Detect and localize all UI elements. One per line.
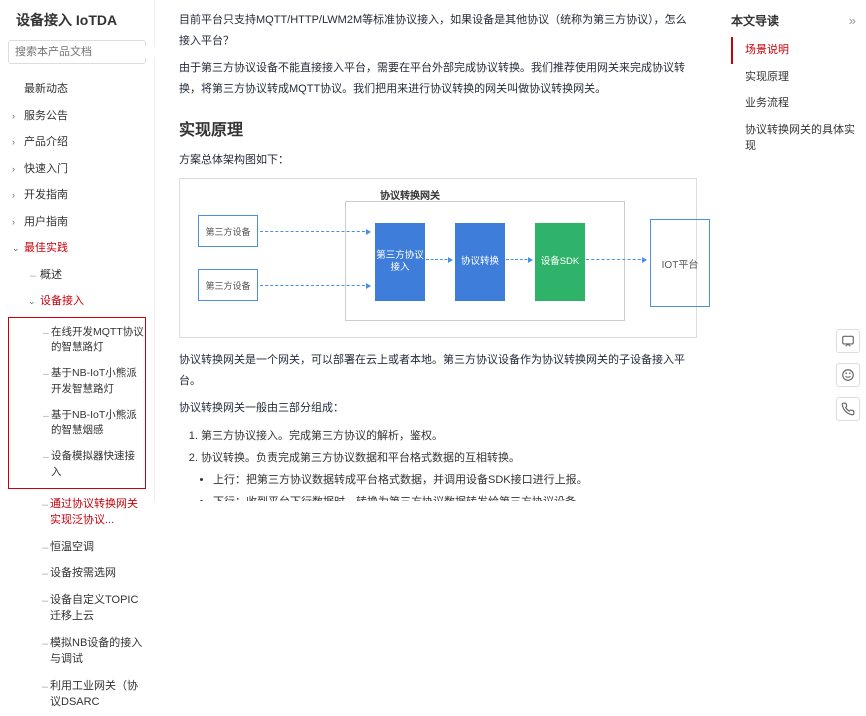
dash-icon: – bbox=[42, 566, 48, 583]
toc-item-principle[interactable]: 实现原理 bbox=[731, 64, 856, 91]
nav-item-industrial[interactable]: –利用工业网关（协议DSARC bbox=[8, 673, 146, 716]
nav-list: 最新动态 ›服务公告 ›产品介绍 ›快速入门 ›开发指南 ›用户指南 ⌄最佳实践… bbox=[8, 76, 146, 716]
product-title: 设备接入 IoTDA bbox=[8, 10, 146, 30]
nav-item-product[interactable]: ›产品介绍 bbox=[8, 129, 146, 156]
nav-highlight-box: –在线开发MQTT协议的智慧路灯 –基于NB-IoT小熊派开发智慧路灯 –基于N… bbox=[8, 317, 146, 489]
dash-icon: – bbox=[43, 450, 49, 466]
dash-icon: – bbox=[43, 326, 49, 342]
diag-container-label: 协议转换网关 bbox=[380, 187, 440, 202]
toc-panel: 本文导读 » 场景说明 实现原理 业务流程 协议转换网关的具体实现 bbox=[721, 0, 866, 172]
arrow-icon bbox=[260, 231, 370, 232]
smile-icon[interactable] bbox=[836, 363, 860, 387]
arrow-icon bbox=[586, 259, 646, 260]
nav-item-userguide[interactable]: ›用户指南 bbox=[8, 209, 146, 236]
main-content: 目前平台只支持MQTT/HTTP/LWM2M等标准协议接入，如果设备是其他协议（… bbox=[155, 0, 721, 501]
nav-item-network[interactable]: –设备按需选网 bbox=[8, 560, 146, 587]
diag-protocol-convert: 协议转换 bbox=[455, 223, 505, 301]
dash-icon: – bbox=[42, 497, 48, 514]
list-item: 下行：收到平台下行数据时，转换为第三方协议数据转发给第三方协议设备。 bbox=[213, 491, 697, 501]
direction-list: 上行：把第三方协议数据转成平台格式数据，并调用设备SDK接口进行上报。 下行：收… bbox=[179, 469, 697, 501]
collapse-icon[interactable]: » bbox=[849, 13, 856, 28]
nav-item-deviceaccess[interactable]: ⌄设备接入 bbox=[8, 288, 146, 315]
chevron-right-icon: › bbox=[12, 136, 15, 150]
diag-protocol-access: 第三方协议接入 bbox=[375, 223, 425, 301]
list-item: 上行：把第三方协议数据转成平台格式数据，并调用设备SDK接口进行上报。 bbox=[213, 469, 697, 491]
arrow-icon bbox=[260, 285, 370, 286]
diag-device-sdk: 设备SDK bbox=[535, 223, 585, 301]
nav-item-ac[interactable]: –恒温空调 bbox=[8, 534, 146, 561]
parts-list: 第三方协议接入。完成第三方协议的解析，鉴权。 协议转换。负责完成第三方协议数据和… bbox=[179, 425, 697, 469]
architecture-diagram: 第三方设备 第三方设备 协议转换网关 第三方协议接入 协议转换 设备SDK IO… bbox=[179, 178, 697, 338]
search-box[interactable] bbox=[8, 40, 146, 64]
diag-iot-platform: IOT平台 bbox=[650, 219, 710, 307]
dash-icon: – bbox=[42, 636, 48, 653]
list-item: 协议转换。负责完成第三方协议数据和平台格式数据的互相转换。 bbox=[201, 447, 697, 469]
diag-device-box: 第三方设备 bbox=[198, 269, 258, 301]
p-gateway: 协议转换网关是一个网关，可以部署在云上或者本地。第三方协议设备作为协议转换网关的… bbox=[179, 350, 697, 392]
nav-item-nbiot1[interactable]: –基于NB-IoT小熊派开发智慧路灯 bbox=[9, 361, 145, 403]
toc-item-scenario[interactable]: 场景说明 bbox=[731, 37, 856, 64]
nav-item-nbsim[interactable]: –模拟NB设备的接入与调试 bbox=[8, 630, 146, 673]
dash-icon: – bbox=[30, 268, 36, 285]
dash-icon: – bbox=[42, 540, 48, 557]
search-input[interactable] bbox=[15, 46, 157, 58]
phone-icon[interactable] bbox=[836, 397, 860, 421]
toc-item-flow[interactable]: 业务流程 bbox=[731, 90, 856, 117]
dash-icon: – bbox=[42, 679, 48, 696]
sidebar: 设备接入 IoTDA 最新动态 ›服务公告 ›产品介绍 ›快速入门 ›开发指南 … bbox=[0, 0, 155, 501]
nav-item-simulator[interactable]: –设备模拟器快速接入 bbox=[9, 444, 145, 486]
nav-item-protocol-gw[interactable]: –通过协议转换网关实现泛协议... bbox=[8, 491, 146, 534]
dash-icon: – bbox=[43, 367, 49, 383]
nav-item-overview[interactable]: –概述 bbox=[8, 262, 146, 289]
arrow-icon bbox=[506, 259, 532, 260]
list-item: 第三方协议接入。完成第三方协议的解析，鉴权。 bbox=[201, 425, 697, 447]
nav-item-topic[interactable]: –设备自定义TOPIC迁移上云 bbox=[8, 587, 146, 630]
feedback-icon[interactable] bbox=[836, 329, 860, 353]
dash-icon: – bbox=[42, 593, 48, 610]
chevron-down-icon: ⌄ bbox=[28, 295, 36, 309]
nav-item-announce[interactable]: ›服务公告 bbox=[8, 103, 146, 130]
scheme-label: 方案总体架构图如下： bbox=[179, 150, 697, 171]
nav-item-mqtt[interactable]: –在线开发MQTT协议的智慧路灯 bbox=[9, 320, 145, 362]
float-toolbar bbox=[836, 329, 860, 421]
chevron-down-icon: ⌄ bbox=[12, 242, 20, 256]
nav-item-quickstart[interactable]: ›快速入门 bbox=[8, 156, 146, 183]
nav-item-bestpractice[interactable]: ⌄最佳实践 bbox=[8, 235, 146, 262]
p-parts: 协议转换网关一般由三部分组成： bbox=[179, 398, 697, 419]
nav-item-latest[interactable]: 最新动态 bbox=[8, 76, 146, 103]
dash-icon: – bbox=[43, 409, 49, 425]
toc-item-impl[interactable]: 协议转换网关的具体实现 bbox=[731, 117, 856, 160]
diag-device-box: 第三方设备 bbox=[198, 215, 258, 247]
chevron-right-icon: › bbox=[12, 163, 15, 177]
nav-item-nbiot2[interactable]: –基于NB-IoT小熊派的智慧烟感 bbox=[9, 403, 145, 445]
chevron-right-icon: › bbox=[12, 189, 15, 203]
intro-p2: 由于第三方协议设备不能直接接入平台，需要在平台外部完成协议转换。我们推荐使用网关… bbox=[179, 58, 697, 100]
chevron-right-icon: › bbox=[12, 110, 15, 124]
heading-principle: 实现原理 bbox=[179, 116, 697, 140]
intro-p1: 目前平台只支持MQTT/HTTP/LWM2M等标准协议接入，如果设备是其他协议（… bbox=[179, 10, 697, 52]
arrow-icon bbox=[426, 259, 452, 260]
chevron-right-icon: › bbox=[12, 216, 15, 230]
nav-item-devguide[interactable]: ›开发指南 bbox=[8, 182, 146, 209]
toc-title: 本文导读 bbox=[731, 12, 779, 29]
